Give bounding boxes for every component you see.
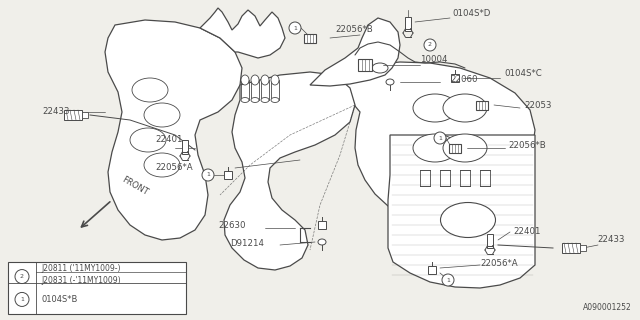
- Ellipse shape: [261, 98, 269, 102]
- Bar: [8, 262, 186, 314]
- Ellipse shape: [271, 75, 279, 85]
- Text: 22056*B: 22056*B: [508, 141, 546, 150]
- Ellipse shape: [413, 94, 457, 122]
- Text: 0104S*C: 0104S*C: [504, 69, 541, 78]
- Circle shape: [202, 169, 214, 181]
- Text: 22433: 22433: [597, 236, 625, 244]
- Polygon shape: [310, 18, 400, 86]
- Text: 22630: 22630: [218, 221, 246, 230]
- Text: J20831 (-'11MY1009): J20831 (-'11MY1009): [41, 276, 120, 285]
- Ellipse shape: [251, 75, 259, 85]
- Bar: [476, 100, 488, 109]
- Ellipse shape: [440, 203, 495, 237]
- Ellipse shape: [318, 239, 326, 245]
- Bar: [487, 234, 493, 248]
- Ellipse shape: [271, 98, 279, 102]
- Text: 1: 1: [206, 172, 210, 178]
- Polygon shape: [310, 62, 535, 222]
- Text: FRONT: FRONT: [120, 175, 149, 197]
- Text: A090001252: A090001252: [583, 303, 632, 312]
- Ellipse shape: [386, 79, 394, 85]
- Text: 1: 1: [438, 135, 442, 140]
- Circle shape: [15, 292, 29, 307]
- Text: 0104S*D: 0104S*D: [452, 10, 490, 19]
- Ellipse shape: [443, 94, 487, 122]
- Bar: [428, 266, 436, 274]
- Ellipse shape: [413, 134, 457, 162]
- Polygon shape: [224, 72, 355, 270]
- Text: 10004: 10004: [420, 55, 447, 65]
- Text: 0104S*B: 0104S*B: [41, 295, 77, 304]
- Text: 2: 2: [428, 43, 432, 47]
- Bar: [358, 59, 372, 71]
- Ellipse shape: [261, 75, 269, 85]
- Text: D91214: D91214: [230, 239, 264, 249]
- Ellipse shape: [144, 103, 180, 127]
- Text: J20811 ('11MY1009-): J20811 ('11MY1009-): [41, 264, 120, 273]
- Text: 22053: 22053: [524, 101, 552, 110]
- Ellipse shape: [241, 98, 249, 102]
- Ellipse shape: [443, 134, 487, 162]
- Circle shape: [434, 132, 446, 144]
- Text: 22401: 22401: [155, 135, 182, 145]
- Ellipse shape: [130, 128, 166, 152]
- Text: 22060: 22060: [450, 76, 477, 84]
- Polygon shape: [388, 135, 535, 288]
- Text: 1: 1: [446, 277, 450, 283]
- Bar: [451, 74, 459, 82]
- Text: 2: 2: [20, 274, 24, 279]
- Ellipse shape: [251, 98, 259, 102]
- Bar: [318, 221, 326, 229]
- Ellipse shape: [132, 78, 168, 102]
- Text: 22056*B: 22056*B: [335, 26, 372, 35]
- Bar: [405, 17, 411, 31]
- Circle shape: [424, 39, 436, 51]
- Bar: [580, 245, 586, 251]
- Circle shape: [442, 274, 454, 286]
- Bar: [562, 243, 580, 253]
- Bar: [304, 34, 316, 43]
- Ellipse shape: [372, 63, 388, 73]
- Text: 22056*A: 22056*A: [155, 164, 193, 172]
- Circle shape: [15, 269, 29, 284]
- Text: 22056*A: 22056*A: [480, 260, 518, 268]
- Bar: [449, 143, 461, 153]
- Text: 1: 1: [20, 297, 24, 302]
- Polygon shape: [200, 8, 285, 58]
- Ellipse shape: [144, 153, 180, 177]
- Ellipse shape: [241, 75, 249, 85]
- Bar: [82, 112, 88, 118]
- Circle shape: [289, 22, 301, 34]
- Bar: [224, 171, 232, 179]
- Bar: [182, 140, 188, 154]
- Text: 1: 1: [293, 26, 297, 30]
- Text: 22401: 22401: [513, 228, 541, 236]
- Bar: [64, 110, 82, 120]
- Polygon shape: [105, 20, 242, 240]
- Text: 22433: 22433: [42, 108, 70, 116]
